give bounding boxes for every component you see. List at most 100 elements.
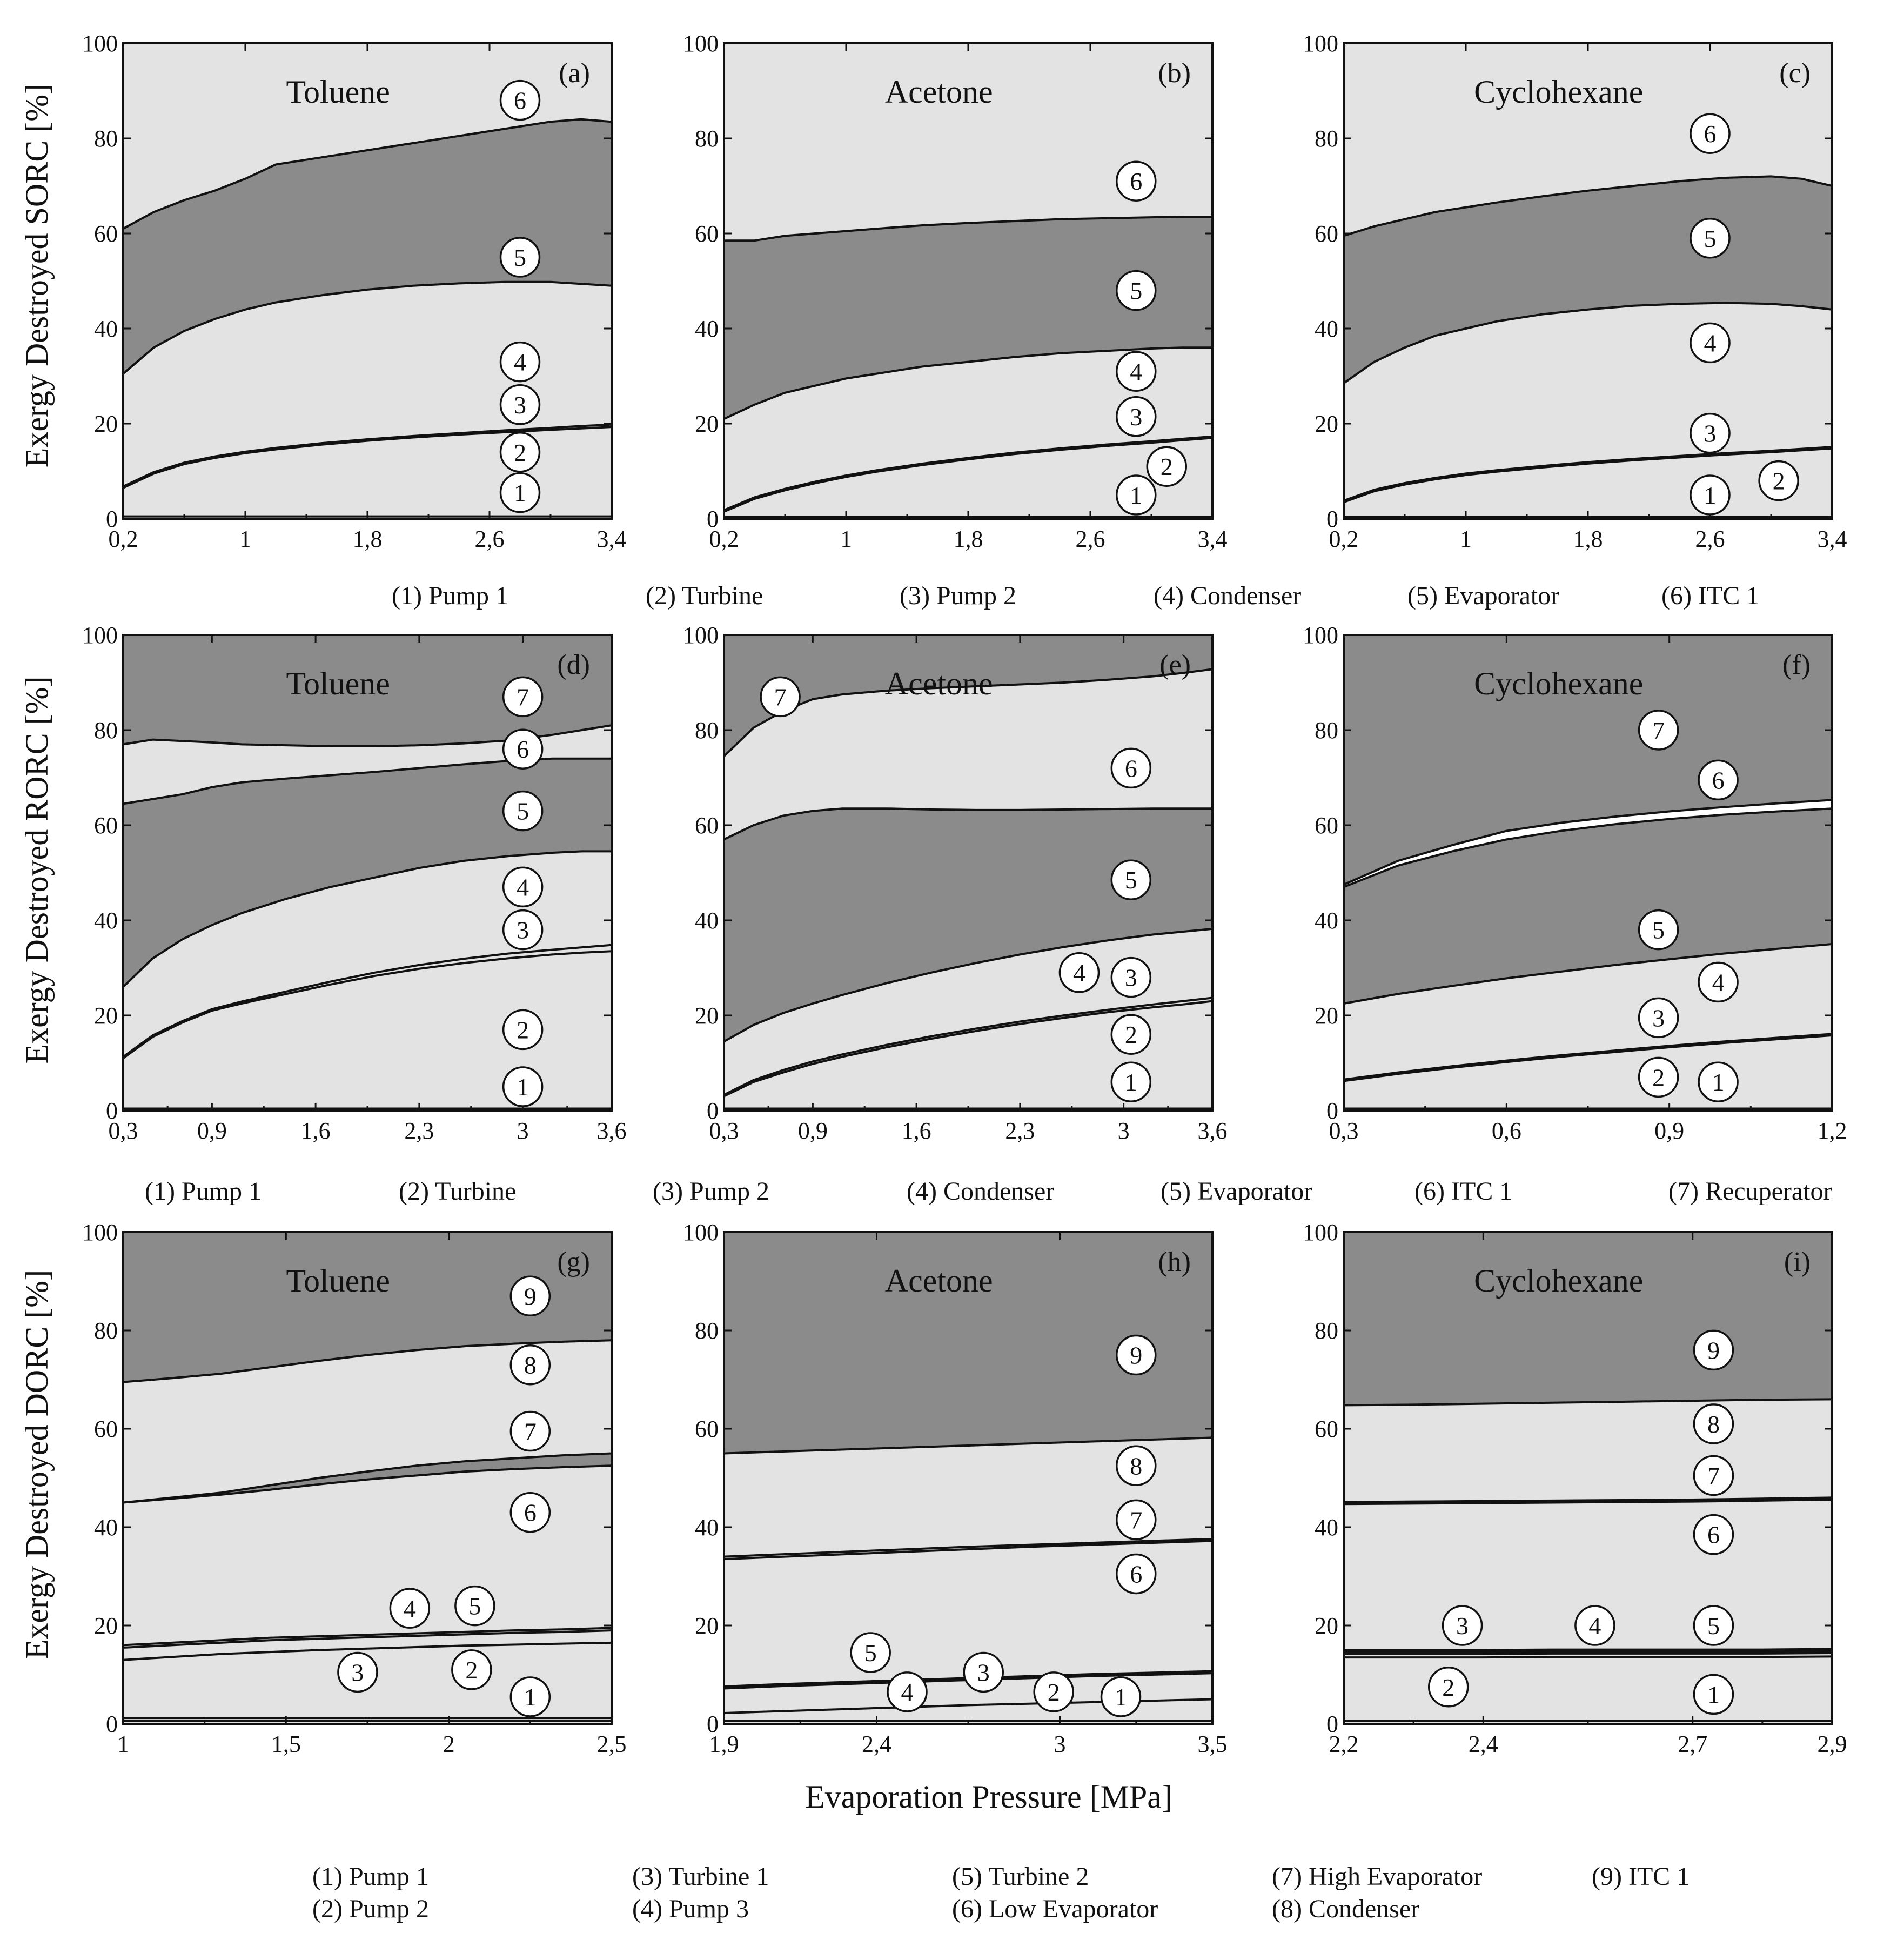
region-6 xyxy=(724,1541,1212,1687)
x-tick-label: 3 xyxy=(1054,1731,1066,1757)
svg-text:6: 6 xyxy=(1704,120,1717,148)
region-label-1: 1 xyxy=(499,472,541,513)
svg-text:8: 8 xyxy=(524,1352,537,1379)
region-label-9: 9 xyxy=(1116,1334,1157,1376)
legend-item: (4) Pump 3 xyxy=(632,1895,749,1923)
y-tick-label: 0 xyxy=(707,1711,719,1737)
y-tick-label: 80 xyxy=(695,125,719,152)
svg-text:5: 5 xyxy=(1704,225,1717,252)
svg-text:6: 6 xyxy=(1125,754,1137,782)
region-9 xyxy=(1344,1232,1832,1406)
region-5 xyxy=(724,808,1212,1042)
x-tick-label: 3 xyxy=(517,1118,529,1144)
y-tick-label: 20 xyxy=(94,411,118,437)
panel-f: 0 20 40 60 80 100 0,3 0,6 0,9 1,2 Cyclohexane (f) 7 6… xyxy=(1303,622,1847,1144)
svg-text:9: 9 xyxy=(524,1282,537,1310)
svg-text:8: 8 xyxy=(1130,1452,1142,1480)
svg-text:6: 6 xyxy=(514,87,526,115)
region-label-3: 3 xyxy=(337,1651,378,1693)
x-tick-label: 1,8 xyxy=(353,526,383,552)
y-tick-label: 0 xyxy=(106,506,118,532)
region-8 xyxy=(1344,1399,1832,1502)
panel-tag: (e) xyxy=(1159,650,1191,680)
panel-e: 0 20 40 60 80 100 0,3 0,9 1,6 2,3 3 3,6 Acetone (e) 7 6… xyxy=(683,622,1228,1144)
region-label-8: 8 xyxy=(1693,1403,1734,1444)
region-label-3: 3 xyxy=(1638,997,1679,1039)
legend-row2: (1) Pump 1 (2) Turbine (3) Pump 2 (4) Co… xyxy=(145,1177,1832,1206)
region-label-1: 1 xyxy=(1116,474,1157,516)
x-tick-label: 2,4 xyxy=(862,1731,891,1757)
region-label-6: 6 xyxy=(502,728,544,770)
svg-text:4: 4 xyxy=(1712,968,1725,996)
region-label-2: 2 xyxy=(1146,446,1187,487)
region-label-6: 6 xyxy=(1116,160,1157,202)
region-2 xyxy=(123,427,612,517)
region-2 xyxy=(724,1001,1212,1109)
y-tick-label: 20 xyxy=(1315,411,1338,437)
y-tick-label: 60 xyxy=(695,220,719,247)
y-tick-label: 100 xyxy=(1303,30,1338,57)
boundary-line-2 xyxy=(1344,447,1832,504)
boundary-line-5 xyxy=(724,216,1212,242)
boundary-line-4 xyxy=(123,1629,612,1649)
fluid-title: Cyclohexane xyxy=(1474,1263,1643,1299)
x-tick-label: 0,3 xyxy=(709,1118,739,1144)
legend-item: (6) ITC 1 xyxy=(1414,1177,1512,1206)
boundary-line-4 xyxy=(724,927,1212,1043)
x-tick-label: 2,9 xyxy=(1818,1731,1847,1757)
region-label-6: 6 xyxy=(1110,747,1152,789)
boundary-line-3 xyxy=(1344,1033,1832,1081)
legend-item: (4) Condenser xyxy=(1154,581,1301,610)
x-tick-label: 1 xyxy=(239,526,251,552)
boundary-line-2 xyxy=(123,426,612,489)
y-tick-label: 20 xyxy=(695,411,719,437)
legend-item: (4) Condenser xyxy=(907,1177,1054,1206)
y-tick-label: 100 xyxy=(82,622,118,648)
x-tick-label: 1 xyxy=(117,1731,129,1757)
svg-text:5: 5 xyxy=(514,244,526,271)
boundary-line-4 xyxy=(1344,1650,1832,1654)
region-8 xyxy=(724,1437,1212,1557)
region-9 xyxy=(724,1232,1212,1454)
boundary-line-6 xyxy=(123,724,612,747)
x-tick-label: 1,9 xyxy=(709,1731,739,1757)
svg-text:5: 5 xyxy=(1707,1612,1720,1640)
x-tick-label: 3,5 xyxy=(1198,1731,1228,1757)
fluid-title: Cyclohexane xyxy=(1474,74,1643,110)
svg-text:1: 1 xyxy=(524,1683,537,1711)
svg-text:6: 6 xyxy=(1130,168,1142,195)
svg-text:1: 1 xyxy=(1712,1068,1725,1096)
region-label-4: 4 xyxy=(1574,1605,1615,1646)
svg-text:6: 6 xyxy=(517,735,529,763)
svg-text:9: 9 xyxy=(1130,1342,1142,1369)
region-label-2: 2 xyxy=(1427,1667,1469,1708)
region-label-7: 7 xyxy=(502,676,544,718)
x-tick-label: 3,6 xyxy=(1198,1118,1228,1144)
svg-text:2: 2 xyxy=(1161,453,1173,480)
y-tick-label: 0 xyxy=(1326,506,1338,532)
panel-tag: (d) xyxy=(557,650,590,680)
x-tick-label: 3,6 xyxy=(597,1118,627,1144)
boundary-line-4 xyxy=(123,280,612,375)
region-label-1: 1 xyxy=(1100,1676,1142,1717)
svg-text:6: 6 xyxy=(1707,1521,1720,1549)
region-label-4: 4 xyxy=(1116,351,1157,392)
panel-tag: (a) xyxy=(559,58,590,89)
y-tick-label: 60 xyxy=(94,220,118,247)
legend-item: (1) Pump 1 xyxy=(312,1862,429,1891)
y-tick-label: 60 xyxy=(695,812,719,839)
area-layers xyxy=(123,43,612,519)
legend-item: (7) High Evaporator xyxy=(1272,1862,1482,1891)
x-tick-label: 2,7 xyxy=(1678,1731,1707,1757)
panel-tag: (h) xyxy=(1158,1247,1191,1277)
boundary-line-5 xyxy=(123,757,612,805)
row2-ylabel: Exergy Destroyed RORC [%] xyxy=(19,676,55,1063)
y-tick-label: 60 xyxy=(1315,1416,1338,1442)
region-label-4: 4 xyxy=(1058,952,1100,993)
svg-text:1: 1 xyxy=(1115,1683,1127,1711)
svg-text:4: 4 xyxy=(514,349,526,376)
legend-item: (1) Pump 1 xyxy=(392,581,508,610)
y-tick-label: 40 xyxy=(1315,1514,1338,1541)
boundary-line-5 xyxy=(1344,1648,1832,1651)
region-label-9: 9 xyxy=(509,1275,551,1317)
